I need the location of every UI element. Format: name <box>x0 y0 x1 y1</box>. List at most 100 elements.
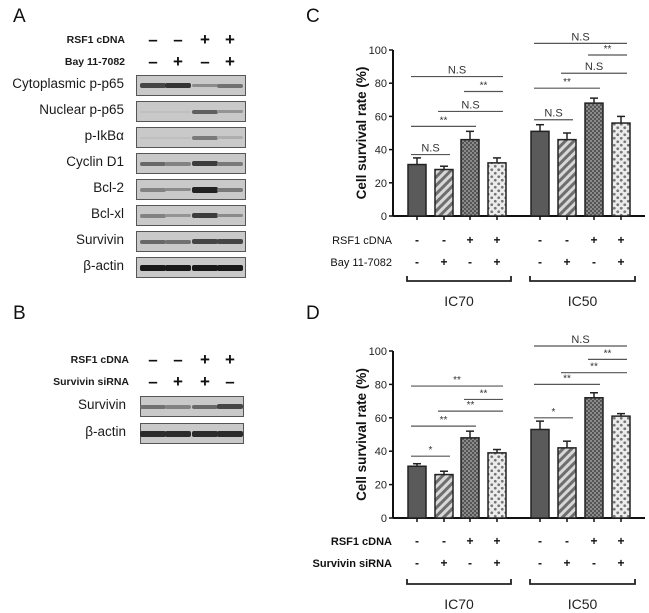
protein-band <box>217 404 243 409</box>
group-label: IC70 <box>444 596 474 612</box>
plus-sign: + <box>173 52 183 71</box>
minus-sign: – <box>148 372 158 391</box>
protein-band <box>192 161 218 166</box>
blot-strip <box>136 231 246 252</box>
y-tick-label: 60 <box>375 111 387 123</box>
minus-sign: - <box>538 556 542 570</box>
y-tick-label: 20 <box>375 178 387 190</box>
blot-strip <box>136 75 246 96</box>
significance-label: ** <box>563 77 571 88</box>
y-tick-label: 20 <box>375 480 387 492</box>
protein-band <box>217 430 243 437</box>
significance-label: ** <box>590 362 598 373</box>
blot-label: Cyclin D1 <box>66 154 124 169</box>
bar <box>487 452 507 519</box>
protein-band <box>192 239 218 244</box>
plus-sign: + <box>617 556 624 570</box>
significance-label: N.S <box>571 31 589 43</box>
protein-band <box>192 109 218 114</box>
plus-sign: + <box>617 534 624 548</box>
significance-label: ** <box>563 373 571 384</box>
minus-sign: - <box>592 255 596 269</box>
minus-sign: - <box>415 556 419 570</box>
protein-band <box>192 264 218 271</box>
y-tick-label: 0 <box>381 211 387 223</box>
y-axis-label: Cell survival rate (%) <box>354 67 369 200</box>
blot-strip <box>136 127 246 148</box>
plus-sign: + <box>440 255 447 269</box>
significance-label: ** <box>440 415 448 426</box>
protein-band <box>140 430 166 437</box>
blot-strip <box>136 179 246 200</box>
plus-sign: + <box>590 534 597 548</box>
bar <box>487 162 507 217</box>
significance-label: ** <box>604 44 612 55</box>
protein-band <box>192 186 218 193</box>
significance-label: N.S <box>585 61 603 73</box>
panel-letter-c: C <box>306 6 320 27</box>
y-tick-label: 0 <box>381 513 387 525</box>
significance-label: ** <box>604 348 612 359</box>
minus-sign: – <box>148 30 158 49</box>
protein-band <box>217 110 243 113</box>
condition-label: Survivin siRNA <box>313 558 393 570</box>
protein-band <box>140 239 166 244</box>
protein-band <box>165 404 191 409</box>
bar <box>407 163 427 217</box>
protein-band <box>192 213 218 218</box>
blot-strip <box>136 205 246 226</box>
plus-sign: + <box>200 372 210 391</box>
bar <box>460 437 480 519</box>
condition-label: RSF1 cDNA <box>332 235 393 247</box>
plus-sign: + <box>493 556 500 570</box>
protein-band <box>165 110 191 113</box>
y-tick-label: 40 <box>375 446 387 458</box>
bar <box>407 465 427 519</box>
significance-label: * <box>552 407 556 418</box>
blot-label: p-IkBα <box>84 128 124 143</box>
blot-strip <box>136 153 246 174</box>
minus-sign: – <box>148 350 158 369</box>
y-tick-label: 80 <box>375 78 387 90</box>
minus-sign: - <box>538 255 542 269</box>
significance-label: N.S <box>448 65 466 77</box>
protein-band <box>140 187 166 192</box>
minus-sign: - <box>565 534 569 548</box>
minus-sign: - <box>415 233 419 247</box>
minus-sign: – <box>200 52 210 71</box>
bar <box>557 138 577 217</box>
significance-label: N.S <box>421 143 439 155</box>
group-label: IC50 <box>568 293 598 309</box>
condition-label: Survivin siRNA <box>53 376 129 388</box>
plus-sign: + <box>466 534 473 548</box>
plus-sign: + <box>173 372 183 391</box>
y-axis-label: Cell survival rate (%) <box>354 368 369 501</box>
protein-band <box>217 161 243 166</box>
protein-band <box>140 404 166 409</box>
plus-sign: + <box>200 350 210 369</box>
condition-label: Bay 11-7082 <box>330 257 392 269</box>
plus-sign: + <box>225 52 235 71</box>
significance-label: N.S <box>461 99 479 111</box>
protein-band <box>192 404 218 409</box>
minus-sign: - <box>592 556 596 570</box>
plus-sign: + <box>590 233 597 247</box>
group-label: IC50 <box>568 596 598 612</box>
protein-band <box>165 83 191 88</box>
plus-sign: + <box>493 255 500 269</box>
condition-label: RSF1 cDNA <box>70 354 129 366</box>
protein-band <box>165 430 191 437</box>
blot-label: Bcl-2 <box>93 180 124 195</box>
protein-band <box>192 135 218 140</box>
blot-label: Survivin <box>75 232 124 247</box>
plus-sign: + <box>617 233 624 247</box>
bar <box>530 130 550 217</box>
bar <box>611 122 631 217</box>
plus-sign: + <box>200 30 210 49</box>
minus-sign: – <box>173 350 183 369</box>
minus-sign: – <box>225 372 235 391</box>
blot-strip <box>136 101 246 122</box>
bar <box>434 168 454 217</box>
minus-sign: – <box>148 52 158 71</box>
